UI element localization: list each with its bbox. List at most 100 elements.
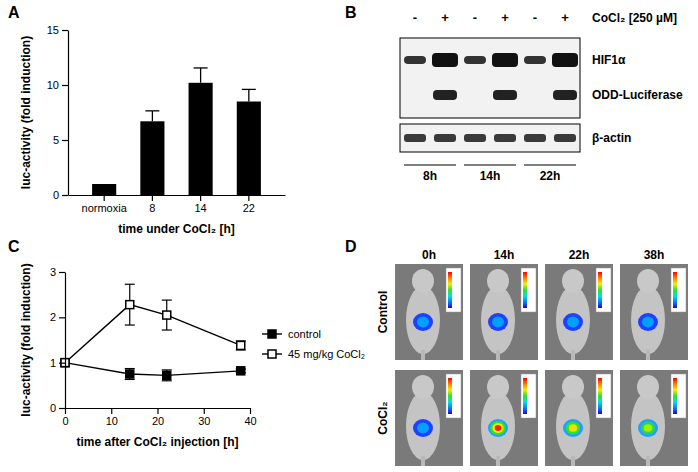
color-scale — [448, 378, 452, 414]
error-bar — [194, 68, 208, 83]
legend-entry: control — [262, 328, 321, 340]
band — [524, 56, 546, 64]
tick: 0 — [50, 402, 65, 414]
lane-label: + — [441, 10, 449, 25]
tick: 22 — [243, 195, 255, 214]
tick: 1 — [50, 357, 65, 369]
marker — [126, 370, 134, 378]
color-scale-box — [596, 268, 611, 312]
tick: 2 — [50, 311, 65, 323]
band — [493, 90, 517, 100]
panel-d: D0h14h22h38hControlCoCl₂ — [345, 238, 688, 466]
marker — [163, 311, 171, 319]
tick: normoxia — [82, 195, 128, 214]
band — [404, 56, 426, 64]
tick: 3 — [50, 266, 65, 278]
marker — [163, 371, 171, 379]
error-line — [152, 111, 153, 121]
tick-mark — [59, 272, 65, 273]
color-scale-box — [446, 374, 461, 418]
tick-label: 40 — [244, 415, 256, 427]
luminescence-signal — [488, 419, 508, 437]
bioluminescence-image — [545, 370, 613, 466]
legend: control45 mg/kg CoCl₂ — [262, 328, 365, 360]
mouse-body — [556, 392, 590, 460]
mouse-head — [487, 375, 509, 399]
image-background — [395, 264, 463, 360]
image-background — [620, 370, 688, 466]
band — [432, 53, 458, 67]
mouse-tail — [496, 350, 500, 360]
tick-mark — [62, 195, 68, 196]
group-line — [524, 164, 576, 165]
panel-a: A051015normoxia81422time under CoCl₂ [h]… — [8, 4, 286, 236]
mouse-tail — [496, 456, 500, 466]
tick-mark — [62, 85, 68, 86]
luminescence-signal — [417, 423, 429, 434]
tick: 20 — [152, 408, 164, 427]
series-line — [65, 363, 241, 376]
tick-mark — [59, 363, 65, 364]
error-bar — [125, 284, 135, 325]
y-axis-title: luc-activity (fold induction) — [19, 263, 33, 416]
image-background — [545, 370, 613, 466]
luminescence-signal — [642, 317, 654, 328]
column-label: 38h — [644, 248, 665, 262]
bioluminescence-image — [395, 264, 463, 360]
marker — [237, 367, 245, 375]
tick-label: 20 — [152, 415, 164, 427]
lane-label: - — [473, 10, 477, 25]
error-cap — [125, 379, 135, 380]
mouse-body — [406, 392, 440, 460]
legend-marker — [268, 350, 276, 358]
error-bar — [236, 341, 246, 350]
mouse-body — [556, 286, 590, 354]
bar — [237, 102, 261, 196]
mouse-tail — [646, 350, 650, 360]
x-axis-title: time under CoCl₂ [h] — [118, 222, 235, 236]
axis: 0 1 2 3 — [50, 266, 66, 414]
color-scale — [448, 272, 452, 308]
bar — [189, 83, 213, 195]
band-label: HIF1α — [592, 53, 626, 67]
legend-label: control — [288, 328, 321, 340]
tick-mark — [152, 195, 153, 201]
mouse-head — [562, 269, 584, 293]
tick: 8 — [149, 195, 155, 214]
tick-mark — [250, 408, 251, 414]
band-label: β-actin — [592, 131, 631, 145]
tick-mark — [65, 408, 66, 414]
mouse-tail — [421, 350, 425, 360]
plot-area — [61, 284, 246, 381]
mouse-body — [631, 392, 665, 460]
treatment-label: CoCl₂ [250 µM] — [592, 11, 677, 25]
tick: 30 — [198, 408, 210, 427]
group-line — [404, 164, 456, 165]
error-bar — [125, 369, 135, 380]
lane-label: - — [533, 10, 537, 25]
luminescence-signal — [492, 317, 504, 328]
tick-label: 0 — [50, 402, 56, 414]
tick-label: 3 — [50, 266, 56, 278]
bar — [140, 121, 164, 195]
panel-label: B — [345, 4, 357, 21]
mouse-tail — [421, 456, 425, 466]
band — [554, 134, 576, 142]
error-cap — [162, 380, 172, 381]
luminescence-signal — [492, 423, 503, 433]
bioluminescence-image — [470, 264, 538, 360]
tick-mark — [200, 195, 201, 201]
mouse-tail — [571, 456, 575, 466]
luminescence-signal — [490, 421, 506, 435]
color-scale — [598, 378, 602, 414]
color-scale-box — [671, 374, 686, 418]
series-line — [65, 305, 241, 363]
tick: 40 — [244, 408, 256, 427]
legend-marker — [268, 330, 276, 338]
tick: 0 — [53, 189, 68, 201]
mouse-body — [631, 286, 665, 354]
axis-line — [69, 195, 286, 196]
band — [464, 56, 486, 64]
row-label: Control — [376, 291, 390, 334]
tick: 10 — [47, 79, 68, 91]
